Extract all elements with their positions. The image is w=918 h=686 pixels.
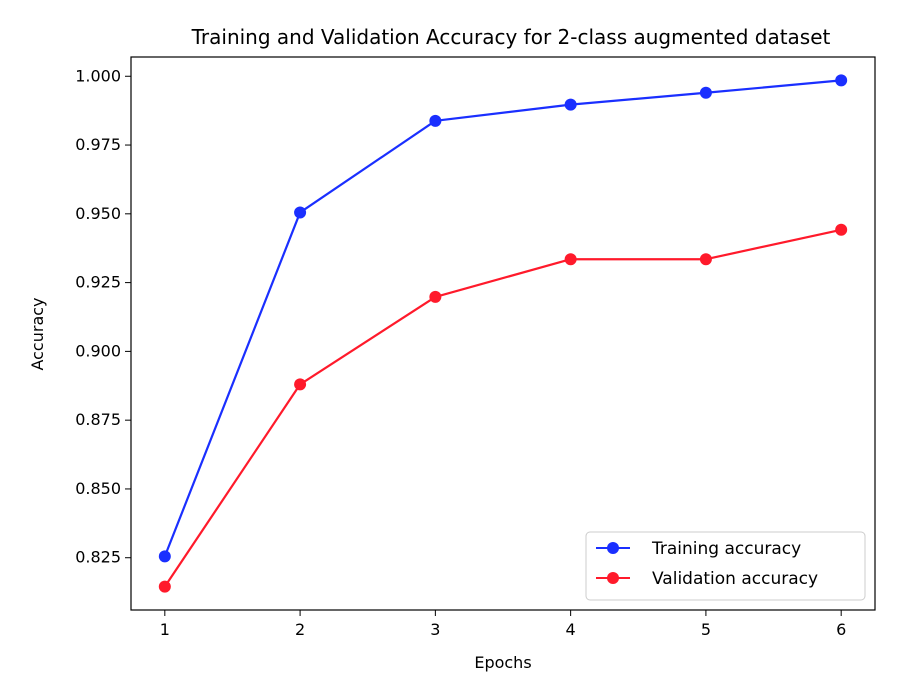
validation-accuracy-point bbox=[158, 580, 171, 593]
training-accuracy-point bbox=[429, 114, 442, 127]
y-tick-label: 0.900 bbox=[75, 341, 121, 360]
legend-label-training: Training accuracy bbox=[651, 539, 801, 559]
y-tick-label: 0.950 bbox=[75, 204, 121, 223]
legend-marker-validation bbox=[607, 572, 619, 584]
y-tick-label: 0.975 bbox=[75, 135, 121, 154]
plot-area bbox=[130, 56, 876, 611]
y-tick-label: 1.000 bbox=[75, 66, 121, 85]
training-accuracy-point bbox=[699, 86, 712, 99]
validation-accuracy-point bbox=[294, 378, 307, 391]
x-tick-label: 5 bbox=[701, 620, 711, 639]
series-layer bbox=[158, 74, 848, 593]
x-tick-label: 3 bbox=[430, 620, 440, 639]
y-tick-label: 0.825 bbox=[75, 548, 121, 567]
y-tick-label: 0.850 bbox=[75, 479, 121, 498]
x-tick-label: 6 bbox=[836, 620, 846, 639]
validation-accuracy-point bbox=[564, 253, 577, 266]
validation-accuracy-line bbox=[163, 228, 842, 588]
y-tick-label: 0.875 bbox=[75, 410, 121, 429]
training-accuracy-point bbox=[158, 550, 171, 563]
x-tick-label: 4 bbox=[566, 620, 576, 639]
x-axis: 1 2 3 4 5 6 bbox=[160, 610, 846, 639]
y-axis: 0.825 0.850 0.875 0.900 0.925 0.950 0.975 1.000 bbox=[75, 66, 131, 567]
x-tick-label: 2 bbox=[295, 620, 305, 639]
y-tick-label: 0.925 bbox=[75, 273, 121, 292]
legend-box bbox=[585, 531, 866, 601]
legend-marker-training bbox=[607, 542, 619, 554]
x-tick-label: 1 bbox=[160, 620, 170, 639]
legend: Training accuracy Validation accuracy bbox=[585, 531, 866, 601]
validation-accuracy-point bbox=[699, 253, 712, 266]
chart-title: Training and Validation Accuracy for 2-c… bbox=[191, 25, 831, 49]
training-accuracy-point bbox=[564, 98, 577, 111]
legend-label-validation: Validation accuracy bbox=[652, 569, 818, 589]
training-accuracy-point bbox=[835, 74, 848, 87]
training-accuracy-point bbox=[294, 206, 307, 219]
training-accuracy-line bbox=[163, 79, 842, 557]
validation-accuracy-point bbox=[429, 290, 442, 303]
validation-accuracy-point bbox=[835, 223, 848, 236]
y-axis-label: Accuracy bbox=[28, 297, 47, 370]
x-axis-label: Epochs bbox=[474, 653, 531, 672]
